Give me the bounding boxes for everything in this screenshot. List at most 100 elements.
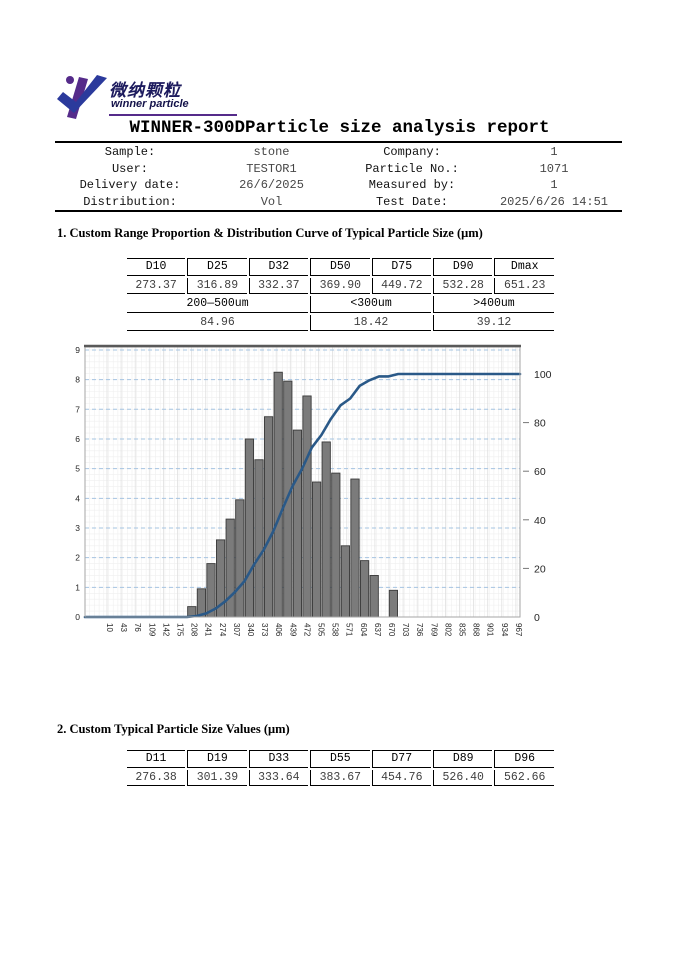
histogram-bar: [273, 371, 283, 618]
table-cell: 532.28: [433, 277, 493, 294]
info-label: Sample:: [104, 145, 156, 160]
x-axis-tick-label: 10: [105, 623, 114, 632]
x-axis-tick-label: 439: [288, 623, 297, 637]
x-axis-tick-label: 736: [415, 623, 424, 637]
info-label: Distribution:: [83, 194, 177, 209]
table-cell: 651.23: [494, 277, 554, 294]
table-cell: 273.37: [127, 278, 186, 294]
histogram-bar: [263, 416, 274, 618]
logo: 微纳颗粒 winner particle: [55, 74, 245, 122]
table-cell: D90: [433, 258, 493, 276]
x-axis-tick-label: 307: [232, 623, 241, 637]
table-cell: D32: [248, 258, 309, 276]
info-value: 1: [550, 178, 558, 193]
table-row: D10 D25 D32 D50 D75 D90 Dmax: [127, 258, 554, 276]
info-divider-top: [55, 141, 622, 143]
info-label: User:: [111, 161, 148, 176]
x-axis-tick-label: 274: [218, 623, 227, 637]
table-cell: D89: [433, 750, 493, 768]
histogram-bar: [369, 575, 379, 618]
right-axis-tick-label: 80: [534, 418, 546, 430]
right-axis-tick-label: 100: [534, 369, 552, 381]
particle-size-distribution-chart: 0 1 2 3 4 5 6 7 8 9 0 20 40 60 80 100 10 43 76 109 142 175 208…: [55, 340, 610, 650]
x-axis-tick-label: 571: [345, 623, 354, 637]
x-axis-tick-label: 835: [458, 623, 467, 637]
table-cell: 526.40: [433, 769, 493, 786]
table-cell: 84.96: [127, 315, 309, 331]
info-label: Particle No.:: [365, 161, 459, 176]
x-axis-tick-label: 670: [387, 623, 396, 637]
left-axis-tick-label: 3: [75, 523, 80, 533]
right-axis-tick-label: 40: [534, 515, 546, 527]
info-divider-bottom: [55, 210, 622, 212]
x-axis-tick-label: 703: [401, 623, 410, 637]
histogram-bar: [388, 589, 399, 618]
info-value: 1: [550, 145, 558, 160]
table-cell: 449.72: [371, 277, 431, 294]
cumulative-curve: [83, 372, 522, 619]
table-cell: D96: [494, 750, 554, 768]
x-axis-tick-label: 868: [472, 623, 481, 637]
table-row: 276.38 301.39 333.64 383.67 454.76 526.40 562.…: [127, 769, 554, 786]
range-proportion-table: D10 D25 D32 D50 D75 D90 Dmax 273.37 316.89 332.3…: [125, 256, 556, 333]
x-axis-tick-label: 538: [331, 623, 340, 637]
table-cell: D25: [187, 258, 247, 276]
x-axis-tick-label: 142: [161, 623, 170, 637]
table-cell: 383.67: [310, 769, 370, 786]
histogram-bar: [292, 429, 303, 618]
histogram-bar: [302, 395, 312, 618]
table-cell: 276.38: [127, 770, 186, 786]
x-axis-tick-label: 76: [133, 623, 142, 632]
table-cell: 562.66: [494, 769, 554, 786]
info-value: 26/6/2025: [239, 178, 304, 193]
logo-cn-text: 微纳颗粒: [109, 81, 181, 101]
table-cell: 454.76: [371, 769, 431, 786]
table-row: 200—500um <300um >400um: [127, 296, 554, 313]
table-row: Delivery date: 26/6/2025 Measured by: 1: [55, 177, 622, 194]
distribution-chart-svg: 0 1 2 3 4 5 6 7 8 9 0 20 40 60 80 100 10 43 76 109 142 175 208…: [75, 344, 552, 637]
table-cell: <300um: [310, 296, 431, 313]
x-axis-tick-label: 901: [486, 623, 495, 637]
left-axis-tick-label: 2: [75, 553, 80, 563]
left-axis-tick-label: 4: [75, 493, 80, 503]
info-value: TESTOR1: [246, 161, 297, 176]
info-label: Test Date:: [375, 194, 448, 209]
table-row: D11 D19 D33 D55 D77 D89 D96: [127, 750, 554, 768]
section2-heading: 2. Custom Typical Particle Size Values (…: [57, 722, 290, 736]
histogram-bar: [244, 438, 255, 618]
table-cell: D33: [248, 750, 309, 768]
info-value: Vol: [260, 194, 283, 209]
x-axis-tick-label: 175: [176, 623, 185, 637]
left-axis-tick-label: 9: [75, 345, 80, 355]
x-axis-tick-label: 43: [119, 623, 128, 632]
x-axis-tick-label: 109: [147, 623, 156, 637]
x-axis-tick-label: 472: [302, 623, 311, 637]
left-axis-tick-label: 1: [75, 582, 80, 592]
info-label: Company:: [383, 145, 441, 160]
x-axis-tick-label: 208: [190, 623, 199, 637]
table-cell: 301.39: [187, 769, 247, 786]
histogram-bar: [235, 499, 245, 618]
table-row: Sample: stone Company: 1: [55, 144, 622, 161]
x-axis-tick-label: 406: [274, 623, 283, 637]
histogram-bar: [331, 472, 341, 618]
x-axis-tick-label: 637: [373, 623, 382, 637]
winner-particle-logo-icon: [57, 75, 107, 119]
histogram-bar: [254, 459, 264, 618]
right-axis-tick-label: 0: [534, 612, 540, 624]
histogram-bar: [350, 478, 360, 618]
x-axis-tick-label: 373: [260, 623, 269, 637]
table-cell: D19: [187, 750, 247, 768]
info-label: Delivery date:: [79, 178, 181, 193]
table-cell: Dmax: [494, 258, 554, 276]
section1-heading: 1. Custom Range Proportion & Distributio…: [57, 226, 483, 240]
table-row: 84.96 18.42 39.12: [127, 314, 554, 331]
table-row: Distribution: Vol Test Date: 2025/6/26 1…: [55, 194, 622, 211]
info-value: stone: [253, 145, 290, 160]
info-label: Measured by:: [368, 178, 456, 193]
info-table: Sample: stone Company: 1 User: TESTOR1 P…: [55, 144, 622, 210]
left-axis-tick-label: 8: [75, 375, 80, 385]
report-title: WINNER-300DParticle size analysis report: [129, 118, 550, 138]
histogram-bar: [225, 518, 235, 618]
